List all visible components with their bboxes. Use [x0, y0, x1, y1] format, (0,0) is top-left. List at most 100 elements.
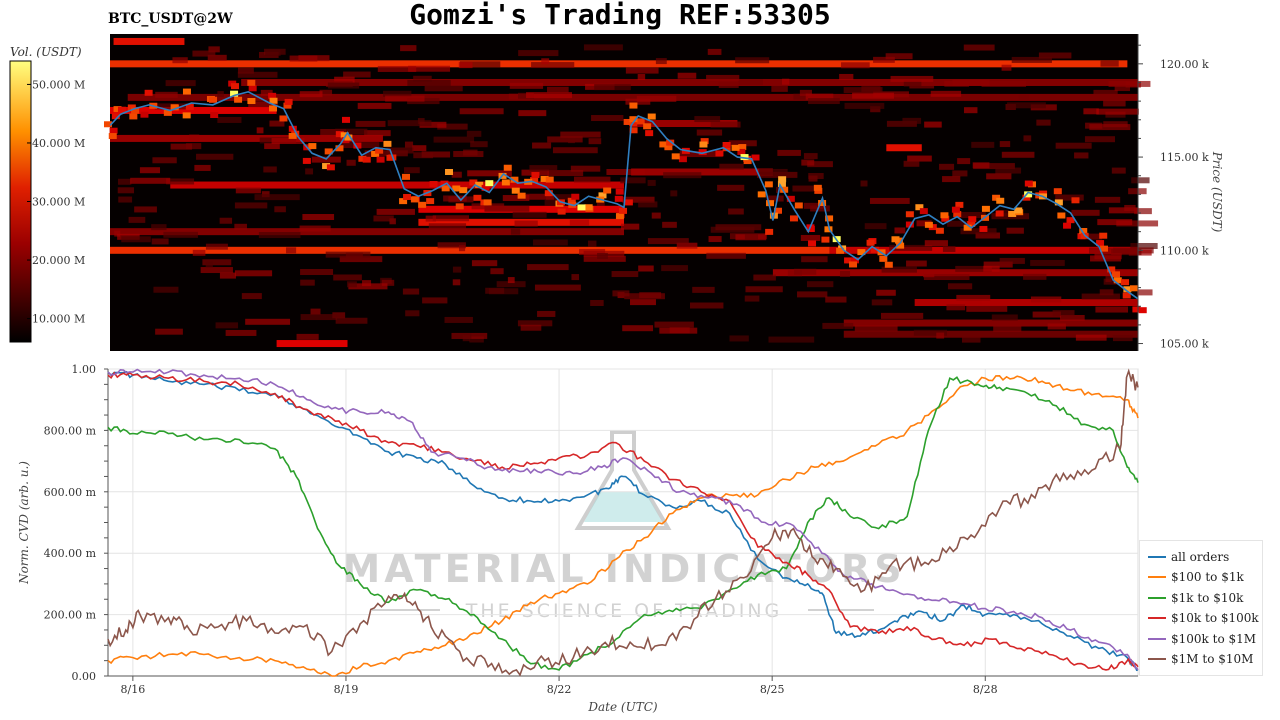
liquidity-cell — [205, 243, 228, 250]
liquidity-cell — [822, 322, 854, 329]
liquidity-cell — [451, 171, 462, 178]
liquidity-cell — [507, 277, 515, 284]
liquidity-cell — [1032, 311, 1061, 318]
liquidity-cell — [274, 206, 286, 213]
price-cell — [824, 226, 833, 233]
price-cell — [857, 249, 866, 256]
price-cell — [234, 96, 243, 103]
liquidity-cell — [219, 217, 233, 224]
price-cell — [1071, 197, 1080, 204]
liquidity-cell — [588, 138, 602, 145]
liquidity-cell — [797, 291, 828, 298]
liquidity-band — [631, 168, 773, 176]
liquidity-cell — [636, 95, 677, 102]
liquidity-cell — [205, 261, 213, 268]
legend: all orders $100 to $1k $1k to $10k $10k to … — [1139, 540, 1263, 676]
cvd-xtick-label: 8/19 — [334, 683, 359, 696]
liquidity-cell — [373, 215, 394, 222]
liquidity-cell — [547, 86, 569, 93]
liquidity-cell — [345, 252, 363, 259]
liquidity-cell — [800, 234, 821, 241]
liquidity-cell — [1001, 151, 1035, 158]
liquidity-cell — [993, 325, 1022, 332]
cvd-series-line — [107, 371, 1139, 671]
liquidity-cell — [333, 274, 362, 281]
liquidity-cell — [902, 117, 922, 124]
liquidity-cell — [710, 121, 741, 128]
liquidity-cell — [377, 65, 417, 72]
price-cell — [302, 157, 311, 164]
price-cell — [288, 132, 297, 139]
liquidity-cell — [625, 67, 659, 74]
price-cell — [722, 145, 731, 152]
liquidity-cell — [612, 290, 630, 297]
liquidity-cell — [335, 317, 368, 324]
price-cell — [935, 227, 944, 234]
liquidity-cell — [707, 48, 722, 55]
liquidity-cell — [1047, 323, 1066, 330]
liquidity-cell — [310, 308, 321, 315]
liquidity-cell — [717, 184, 745, 191]
liquidity-cell — [611, 271, 639, 278]
price-cell — [813, 184, 822, 191]
liquidity-cell — [805, 93, 834, 100]
liquidity-cell — [444, 316, 473, 323]
liquidity-cell — [799, 89, 812, 96]
liquidity-cell — [443, 195, 467, 202]
price-cell — [1121, 279, 1130, 286]
price-cell — [510, 176, 519, 183]
liquidity-cell — [694, 116, 721, 123]
cvd-ytick-label: 400.00 m — [44, 547, 97, 560]
liquidity-cell — [526, 92, 573, 99]
liquidity-cell — [708, 236, 722, 243]
liquidity-cell — [128, 216, 146, 223]
price-cell — [279, 115, 288, 122]
price-cell — [778, 176, 787, 183]
peak-cell — [485, 180, 494, 187]
price-cell — [376, 156, 385, 163]
liquidity-cell — [263, 166, 277, 173]
liquidity-cell — [265, 49, 281, 56]
price-cell — [445, 168, 454, 175]
liquidity-cell — [217, 91, 224, 98]
price-cell — [481, 184, 490, 191]
price-cell — [1129, 285, 1138, 292]
price-cell — [619, 207, 628, 214]
price-cell — [738, 144, 747, 151]
liquidity-cell — [194, 164, 211, 171]
price-cell — [1107, 266, 1116, 273]
liquidity-cell — [568, 137, 575, 144]
peak-cell — [577, 204, 586, 211]
price-cell — [731, 144, 740, 151]
price-cell — [1100, 245, 1109, 252]
price-cell — [629, 102, 638, 109]
liquidity-cell — [300, 314, 337, 321]
price-cell — [777, 181, 786, 188]
price-cell — [678, 156, 687, 163]
liquidity-cell — [298, 55, 330, 62]
liquidity-cell — [624, 293, 665, 300]
liquidity-cell — [622, 196, 655, 203]
liquidity-cell — [810, 205, 830, 212]
liquidity-cell — [412, 145, 427, 152]
legend-label: all orders — [1171, 550, 1230, 564]
price-cell — [103, 121, 112, 128]
liquidity-band — [110, 60, 1128, 68]
cvd-series-line — [107, 368, 1139, 677]
liquidity-cell — [357, 102, 392, 109]
liquidity-cell — [189, 134, 200, 141]
liquidity-cell — [469, 336, 484, 343]
price-cell — [283, 102, 292, 109]
cvd-ytick-label: 800.00 m — [44, 424, 97, 437]
liquidity-cell — [973, 163, 1015, 170]
liquidity-cell — [1055, 142, 1092, 149]
liquidity-cell — [662, 221, 677, 228]
liquidity-cell — [408, 65, 451, 72]
liquidity-cell — [571, 274, 580, 281]
price-cell — [743, 158, 752, 165]
liquidity-cell — [346, 159, 356, 166]
liquidity-cell — [597, 252, 608, 259]
price-cell — [284, 98, 293, 105]
